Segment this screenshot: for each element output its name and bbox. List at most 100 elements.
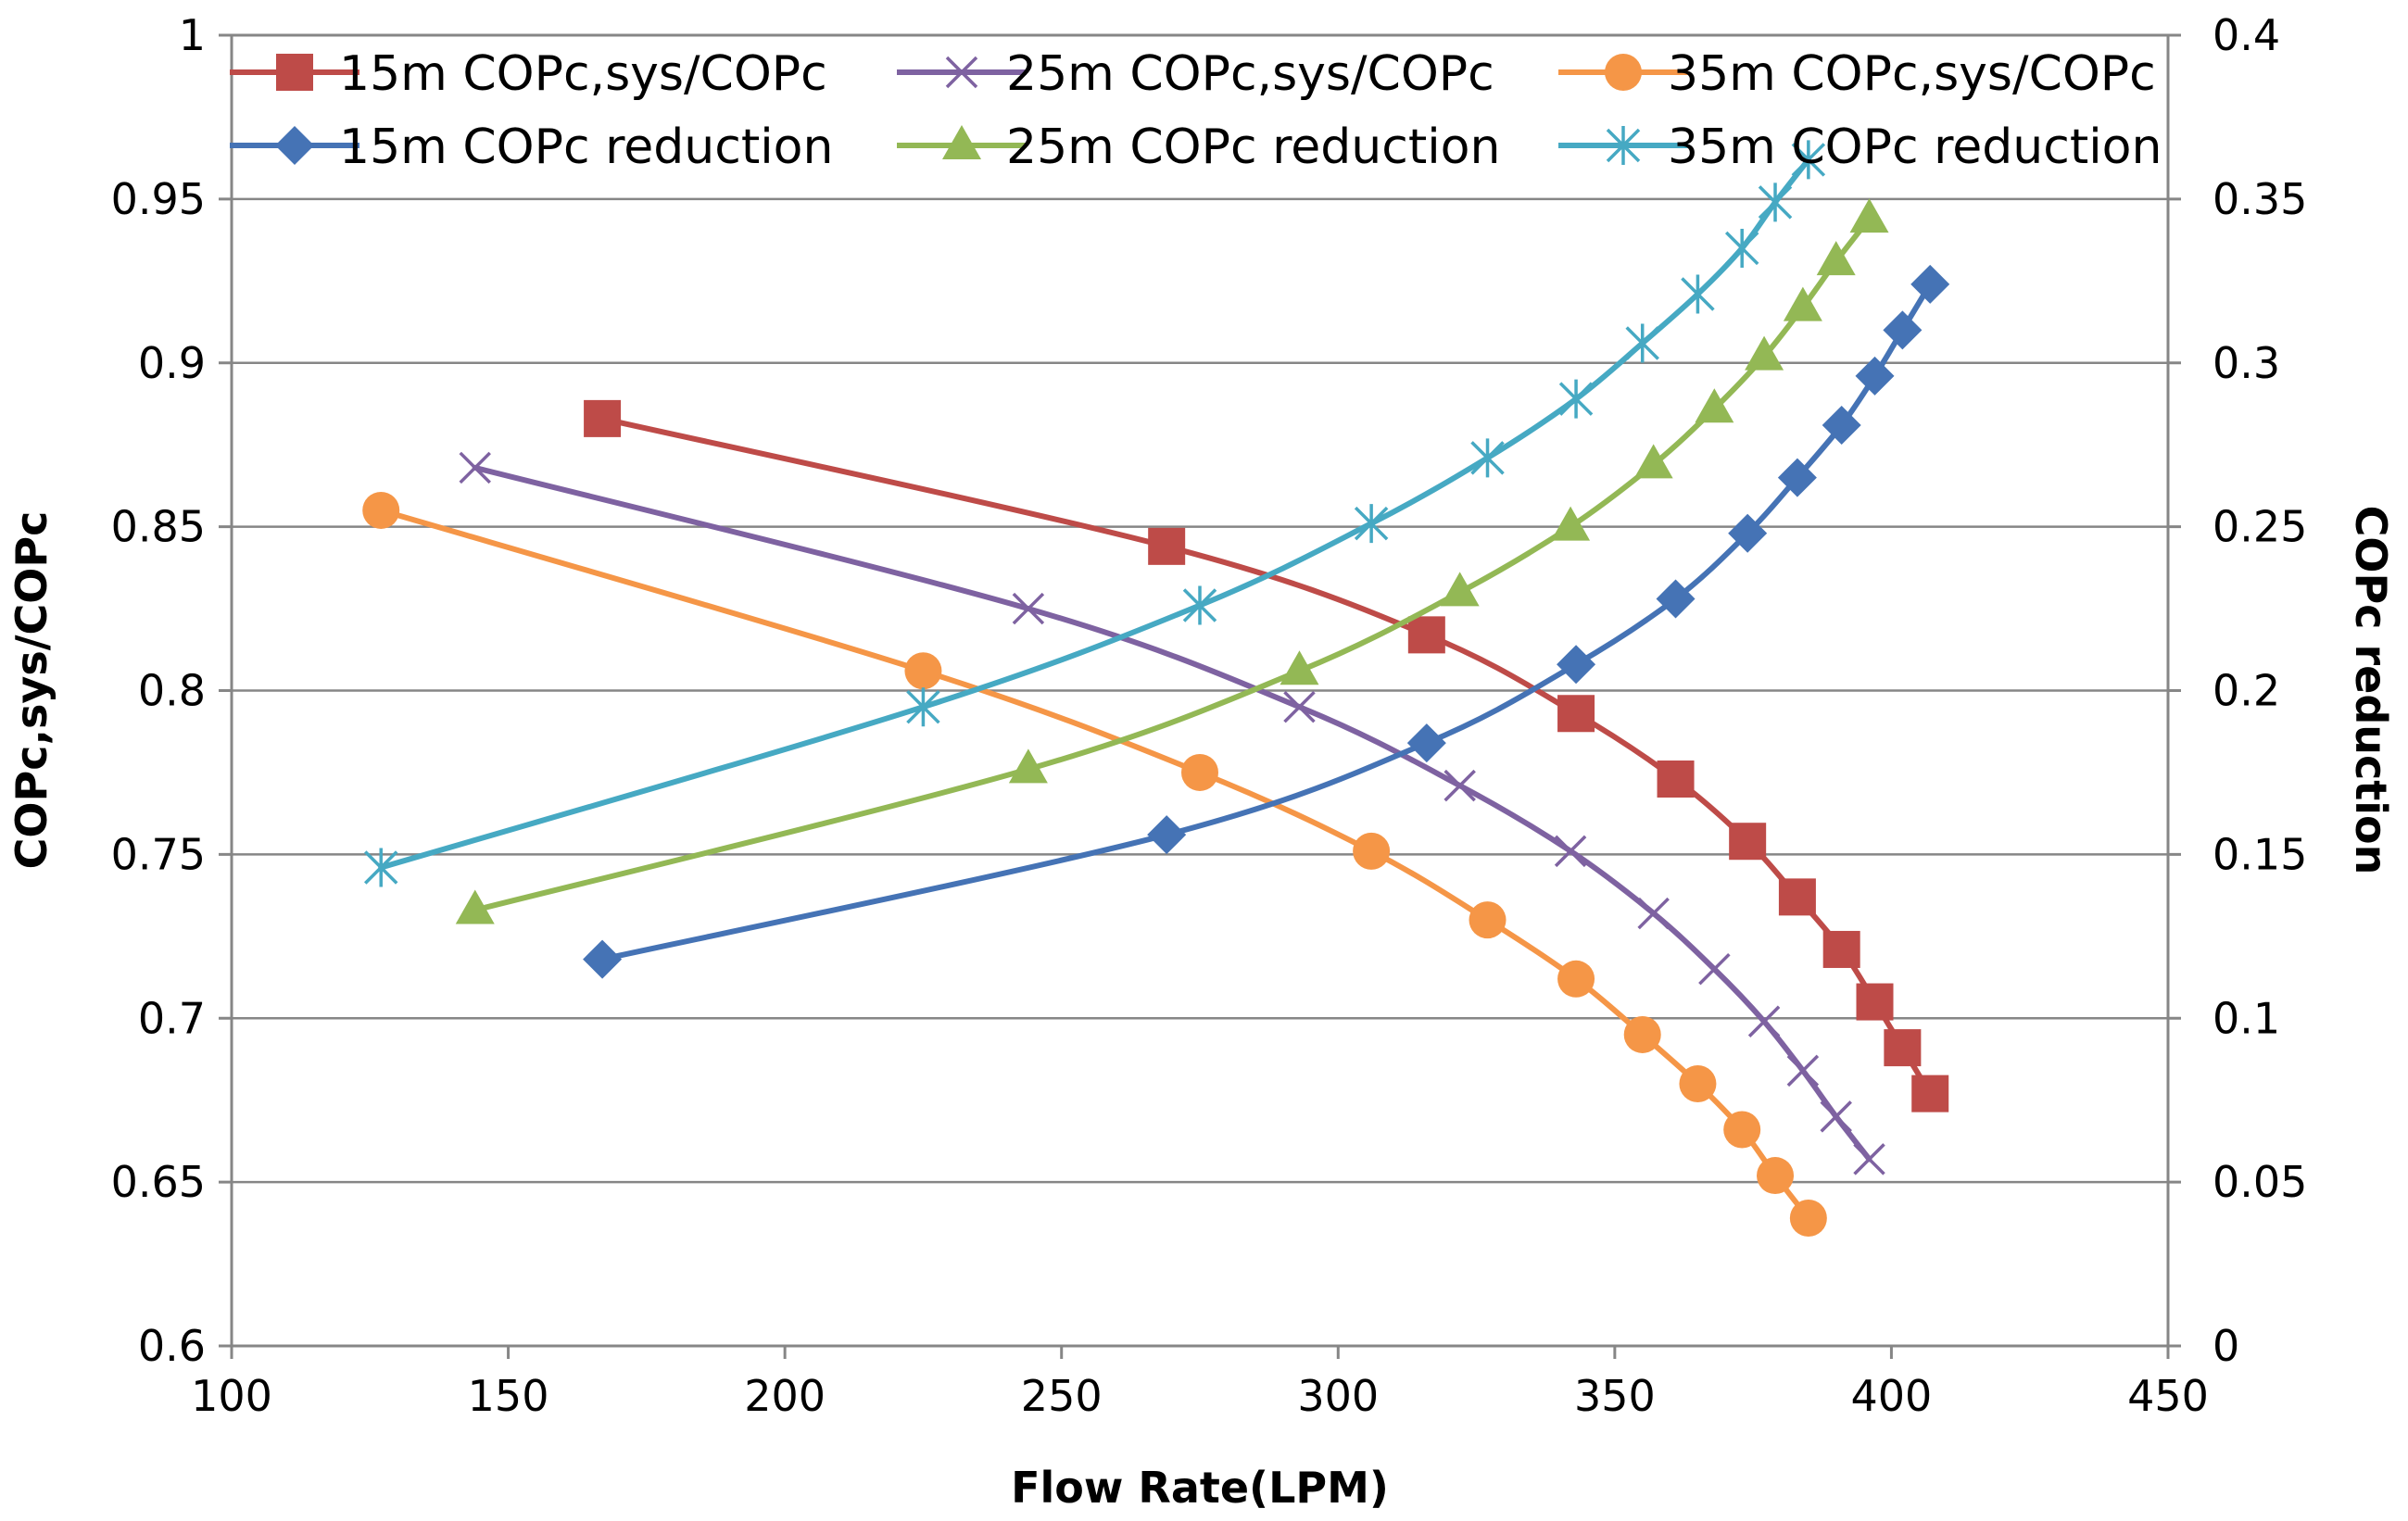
y2-tick-label: 0.25 bbox=[2213, 502, 2307, 552]
series-4 bbox=[583, 264, 1950, 979]
data-point bbox=[459, 451, 491, 484]
y2-axis-title: COPc reduction bbox=[2346, 506, 2396, 875]
data-point bbox=[1444, 769, 1476, 802]
legend-label: 15m COPc,sys/COPc bbox=[339, 46, 827, 102]
x-tick-label: 150 bbox=[468, 1371, 549, 1421]
data-point bbox=[1280, 650, 1319, 685]
data-point bbox=[1789, 1200, 1827, 1238]
legend-marker bbox=[275, 126, 314, 165]
data-point bbox=[1822, 930, 1860, 968]
left-axis-ticks: 0.6 0.65 0.7 0.75 0.8 0.85 0.9 0.95 1 bbox=[111, 10, 232, 1371]
data-point bbox=[1758, 182, 1793, 222]
data-point bbox=[1637, 897, 1670, 930]
legend-label: 35m COPc,sys/COPc bbox=[1668, 46, 2156, 102]
right-axis-ticks: 0 0.05 0.1 0.15 0.2 0.25 0.3 0.35 0.4 bbox=[2168, 10, 2307, 1371]
data-point bbox=[1884, 1029, 1922, 1067]
data-point bbox=[1407, 616, 1445, 654]
data-point bbox=[1778, 878, 1816, 916]
x-tick-label: 200 bbox=[744, 1371, 826, 1421]
data-point bbox=[1822, 405, 1861, 445]
data-point bbox=[1406, 723, 1446, 763]
series-line bbox=[599, 281, 1934, 962]
data-point bbox=[1353, 832, 1391, 870]
data-point bbox=[1012, 592, 1045, 625]
data-point bbox=[1728, 513, 1768, 553]
x-tick-label: 250 bbox=[1021, 1371, 1103, 1421]
legend-marker bbox=[1605, 54, 1642, 91]
series-line bbox=[378, 507, 1811, 1221]
data-point bbox=[1657, 760, 1695, 798]
data-point bbox=[1911, 1075, 1949, 1112]
legend-label: 35m COPc reduction bbox=[1668, 119, 2162, 175]
data-point bbox=[1757, 1157, 1795, 1195]
series-1 bbox=[584, 399, 1949, 1112]
y2-tick-label: 0.1 bbox=[2213, 993, 2280, 1043]
data-point bbox=[1557, 695, 1595, 733]
series-5 bbox=[455, 198, 1889, 924]
y2-tick-label: 0.2 bbox=[2213, 666, 2280, 716]
data-point bbox=[1856, 983, 1894, 1021]
legend-item: 15m COPc reduction bbox=[230, 119, 833, 175]
y-tick-label: 0.75 bbox=[111, 829, 206, 879]
y-tick-label: 0.6 bbox=[138, 1321, 206, 1371]
data-point bbox=[1783, 286, 1822, 321]
legend-marker bbox=[1606, 126, 1641, 165]
series-line bbox=[472, 464, 1872, 1163]
data-point bbox=[1698, 952, 1731, 986]
y2-tick-label: 0.05 bbox=[2213, 1157, 2307, 1207]
data-point bbox=[1633, 444, 1673, 479]
legend-marker bbox=[276, 54, 313, 91]
data-point bbox=[1440, 572, 1480, 607]
data-point bbox=[363, 848, 398, 887]
x-tick-label: 400 bbox=[1851, 1371, 1933, 1421]
data-point bbox=[1557, 645, 1596, 685]
data-point bbox=[1723, 1111, 1761, 1149]
data-point bbox=[1791, 140, 1826, 180]
data-point bbox=[1181, 753, 1218, 791]
legend: 15m COPc,sys/COPc 25m COPc,sys/COPc 35m CO… bbox=[230, 46, 2162, 175]
legend-item: 35m COPc reduction bbox=[1558, 119, 2162, 175]
y2-tick-label: 0.3 bbox=[2213, 338, 2280, 388]
data-point bbox=[1470, 438, 1505, 478]
legend-item: 35m COPc,sys/COPc bbox=[1558, 46, 2156, 102]
data-point bbox=[1557, 960, 1595, 998]
legend-item: 25m COPc reduction bbox=[897, 119, 1500, 175]
data-point bbox=[1910, 264, 1950, 304]
legend-marker bbox=[945, 56, 978, 89]
data-point bbox=[1623, 1015, 1661, 1053]
series-2 bbox=[459, 451, 1885, 1175]
data-point bbox=[1147, 815, 1187, 855]
y-tick-label: 1 bbox=[179, 10, 206, 60]
data-point bbox=[1883, 310, 1923, 350]
y-tick-label: 0.95 bbox=[111, 174, 206, 224]
x-tick-label: 350 bbox=[1574, 1371, 1656, 1421]
data-point bbox=[1551, 506, 1591, 541]
series-line bbox=[472, 216, 1872, 913]
data-point bbox=[1554, 835, 1587, 868]
data-point bbox=[1656, 579, 1696, 619]
data-point bbox=[1853, 1143, 1885, 1175]
data-point bbox=[1747, 1005, 1781, 1038]
x-axis-ticks: 100 150 200 250 300 350 400 450 bbox=[191, 1346, 2209, 1421]
data-point bbox=[1008, 748, 1048, 784]
y-tick-label: 0.65 bbox=[111, 1157, 206, 1207]
y-tick-label: 0.8 bbox=[138, 666, 206, 716]
data-point bbox=[904, 652, 942, 690]
legend-label: 15m COPc reduction bbox=[339, 119, 833, 175]
data-point bbox=[906, 687, 940, 727]
y2-tick-label: 0.4 bbox=[2213, 10, 2280, 60]
data-point bbox=[1729, 823, 1767, 861]
data-point bbox=[1777, 458, 1817, 497]
y-tick-label: 0.9 bbox=[138, 338, 206, 388]
data-point bbox=[584, 399, 622, 437]
legend-label: 25m COPc,sys/COPc bbox=[1006, 46, 1494, 102]
series-group bbox=[362, 140, 1950, 1238]
data-point bbox=[1148, 527, 1186, 565]
data-point bbox=[1182, 585, 1217, 625]
data-point bbox=[455, 889, 495, 924]
x-tick-label: 450 bbox=[2127, 1371, 2209, 1421]
y-tick-label: 0.7 bbox=[138, 993, 206, 1043]
y2-tick-label: 0.35 bbox=[2213, 174, 2307, 224]
gridlines bbox=[232, 197, 2168, 1184]
